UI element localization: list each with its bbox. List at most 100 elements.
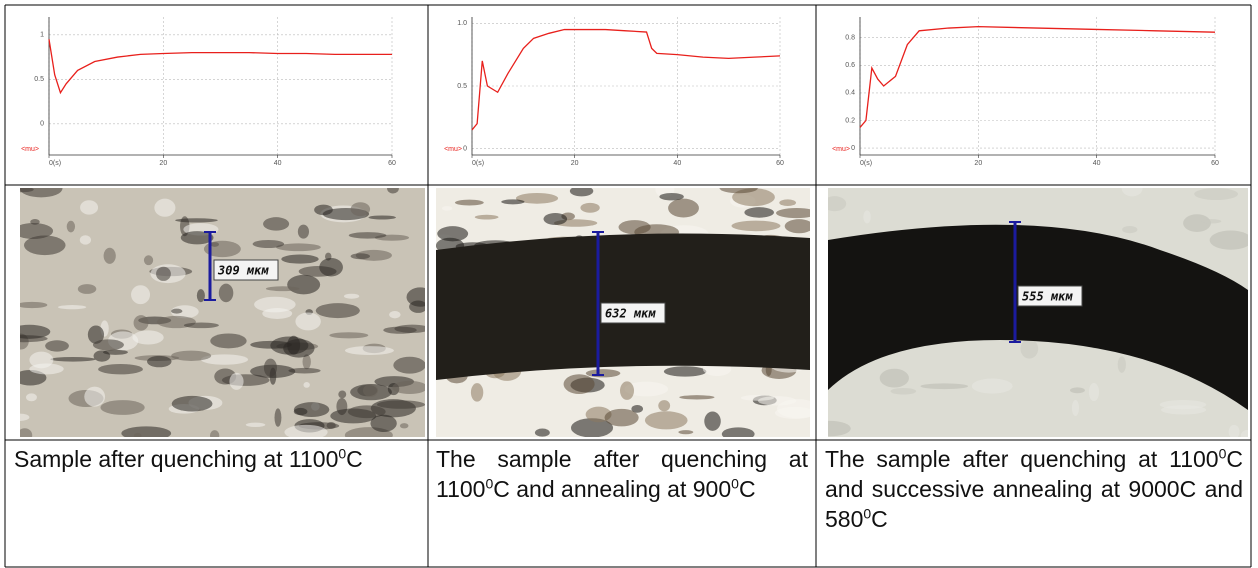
x-tick-label: 20 (974, 160, 982, 167)
texture (297, 224, 310, 239)
superscript: 0 (1218, 445, 1227, 462)
caption: The sample after quenching at 11000C and… (825, 444, 1243, 534)
texture (624, 381, 669, 397)
texture (389, 310, 401, 319)
texture (79, 235, 92, 245)
x-tick-label: 40 (673, 160, 681, 167)
texture (890, 387, 917, 395)
texture (383, 326, 417, 334)
texture (350, 202, 371, 217)
texture (84, 386, 106, 407)
thickness-label: 309 мкм (217, 264, 269, 278)
texture (183, 322, 219, 329)
texture (218, 283, 234, 303)
texture (534, 428, 550, 437)
texture (348, 232, 387, 239)
texture (1201, 219, 1222, 224)
y-tick-label: 1.0 (457, 20, 467, 27)
texture (263, 217, 290, 231)
texture (302, 354, 311, 370)
texture (1122, 225, 1138, 234)
texture (971, 378, 1013, 394)
texture (245, 422, 266, 428)
texture (175, 218, 218, 223)
texture (376, 400, 425, 409)
texture (585, 369, 621, 378)
texture (387, 188, 399, 194)
texture (20, 413, 30, 421)
texture (620, 381, 635, 400)
superscript: 0 (338, 445, 347, 462)
y-tick-label: 0.8 (845, 35, 855, 42)
texture (171, 350, 212, 361)
friction-chart: 0 0.2 0.4 0.6 0.8 0(s) 20 40 60 <mu> (832, 17, 1219, 167)
x-tick-label: 60 (388, 160, 396, 167)
oxide-layer (828, 224, 1248, 410)
texture (679, 395, 715, 400)
texture (20, 222, 54, 240)
caption-text: Sample after quenching at 1100 (14, 446, 339, 472)
texture (668, 198, 699, 218)
friction-line (471, 28, 781, 131)
texture (133, 315, 149, 331)
texture (263, 358, 277, 377)
texture (362, 384, 379, 398)
texture (20, 301, 48, 309)
texture (1159, 399, 1207, 410)
texture (287, 274, 321, 295)
texture (368, 215, 396, 220)
texture (731, 220, 781, 232)
texture (200, 354, 249, 365)
caption-text: C and successive annealing at 9000C and … (825, 446, 1243, 532)
texture (154, 198, 176, 217)
y-tick-label: 0.4 (845, 90, 855, 97)
texture (93, 350, 111, 362)
y-tick-label: 0 (40, 121, 44, 128)
texture (133, 432, 142, 437)
texture (281, 254, 319, 264)
texture (210, 333, 247, 349)
texture (721, 427, 755, 437)
texture (45, 340, 69, 352)
texture (57, 305, 87, 310)
texture (250, 340, 292, 349)
texture (659, 193, 684, 201)
measurement: 632 мкм (592, 231, 666, 376)
texture (171, 395, 213, 412)
x-tick-label: 60 (776, 160, 784, 167)
x-tick-label: 40 (274, 160, 282, 167)
texture (658, 400, 671, 412)
texture (66, 220, 76, 233)
texture (143, 255, 154, 266)
texture (563, 374, 595, 394)
texture (1228, 424, 1240, 437)
y-tick-label: 0 (851, 145, 855, 152)
x-tick-label: 60 (1211, 160, 1219, 167)
texture (1209, 230, 1248, 250)
texture (265, 286, 300, 292)
texture (131, 285, 151, 305)
texture (920, 383, 969, 390)
texture (338, 390, 347, 399)
caption-text: C (346, 446, 363, 472)
label-box (213, 259, 279, 281)
texture (1069, 387, 1085, 394)
measurement: 555 мкм (1009, 221, 1083, 343)
texture (604, 408, 639, 427)
texture (196, 289, 205, 303)
texture (704, 411, 721, 431)
texture (92, 339, 124, 351)
label-box (600, 302, 666, 324)
texture (24, 235, 66, 256)
y-tick-label: 0.6 (845, 62, 855, 69)
texture (828, 420, 851, 437)
y-tick-label: 1 (40, 32, 44, 39)
texture (156, 266, 171, 281)
y-axis-label: <mu> (832, 146, 850, 153)
texture (210, 430, 220, 437)
texture (570, 418, 614, 437)
friction-line (48, 39, 392, 95)
texture (779, 199, 797, 207)
texture (501, 199, 525, 205)
